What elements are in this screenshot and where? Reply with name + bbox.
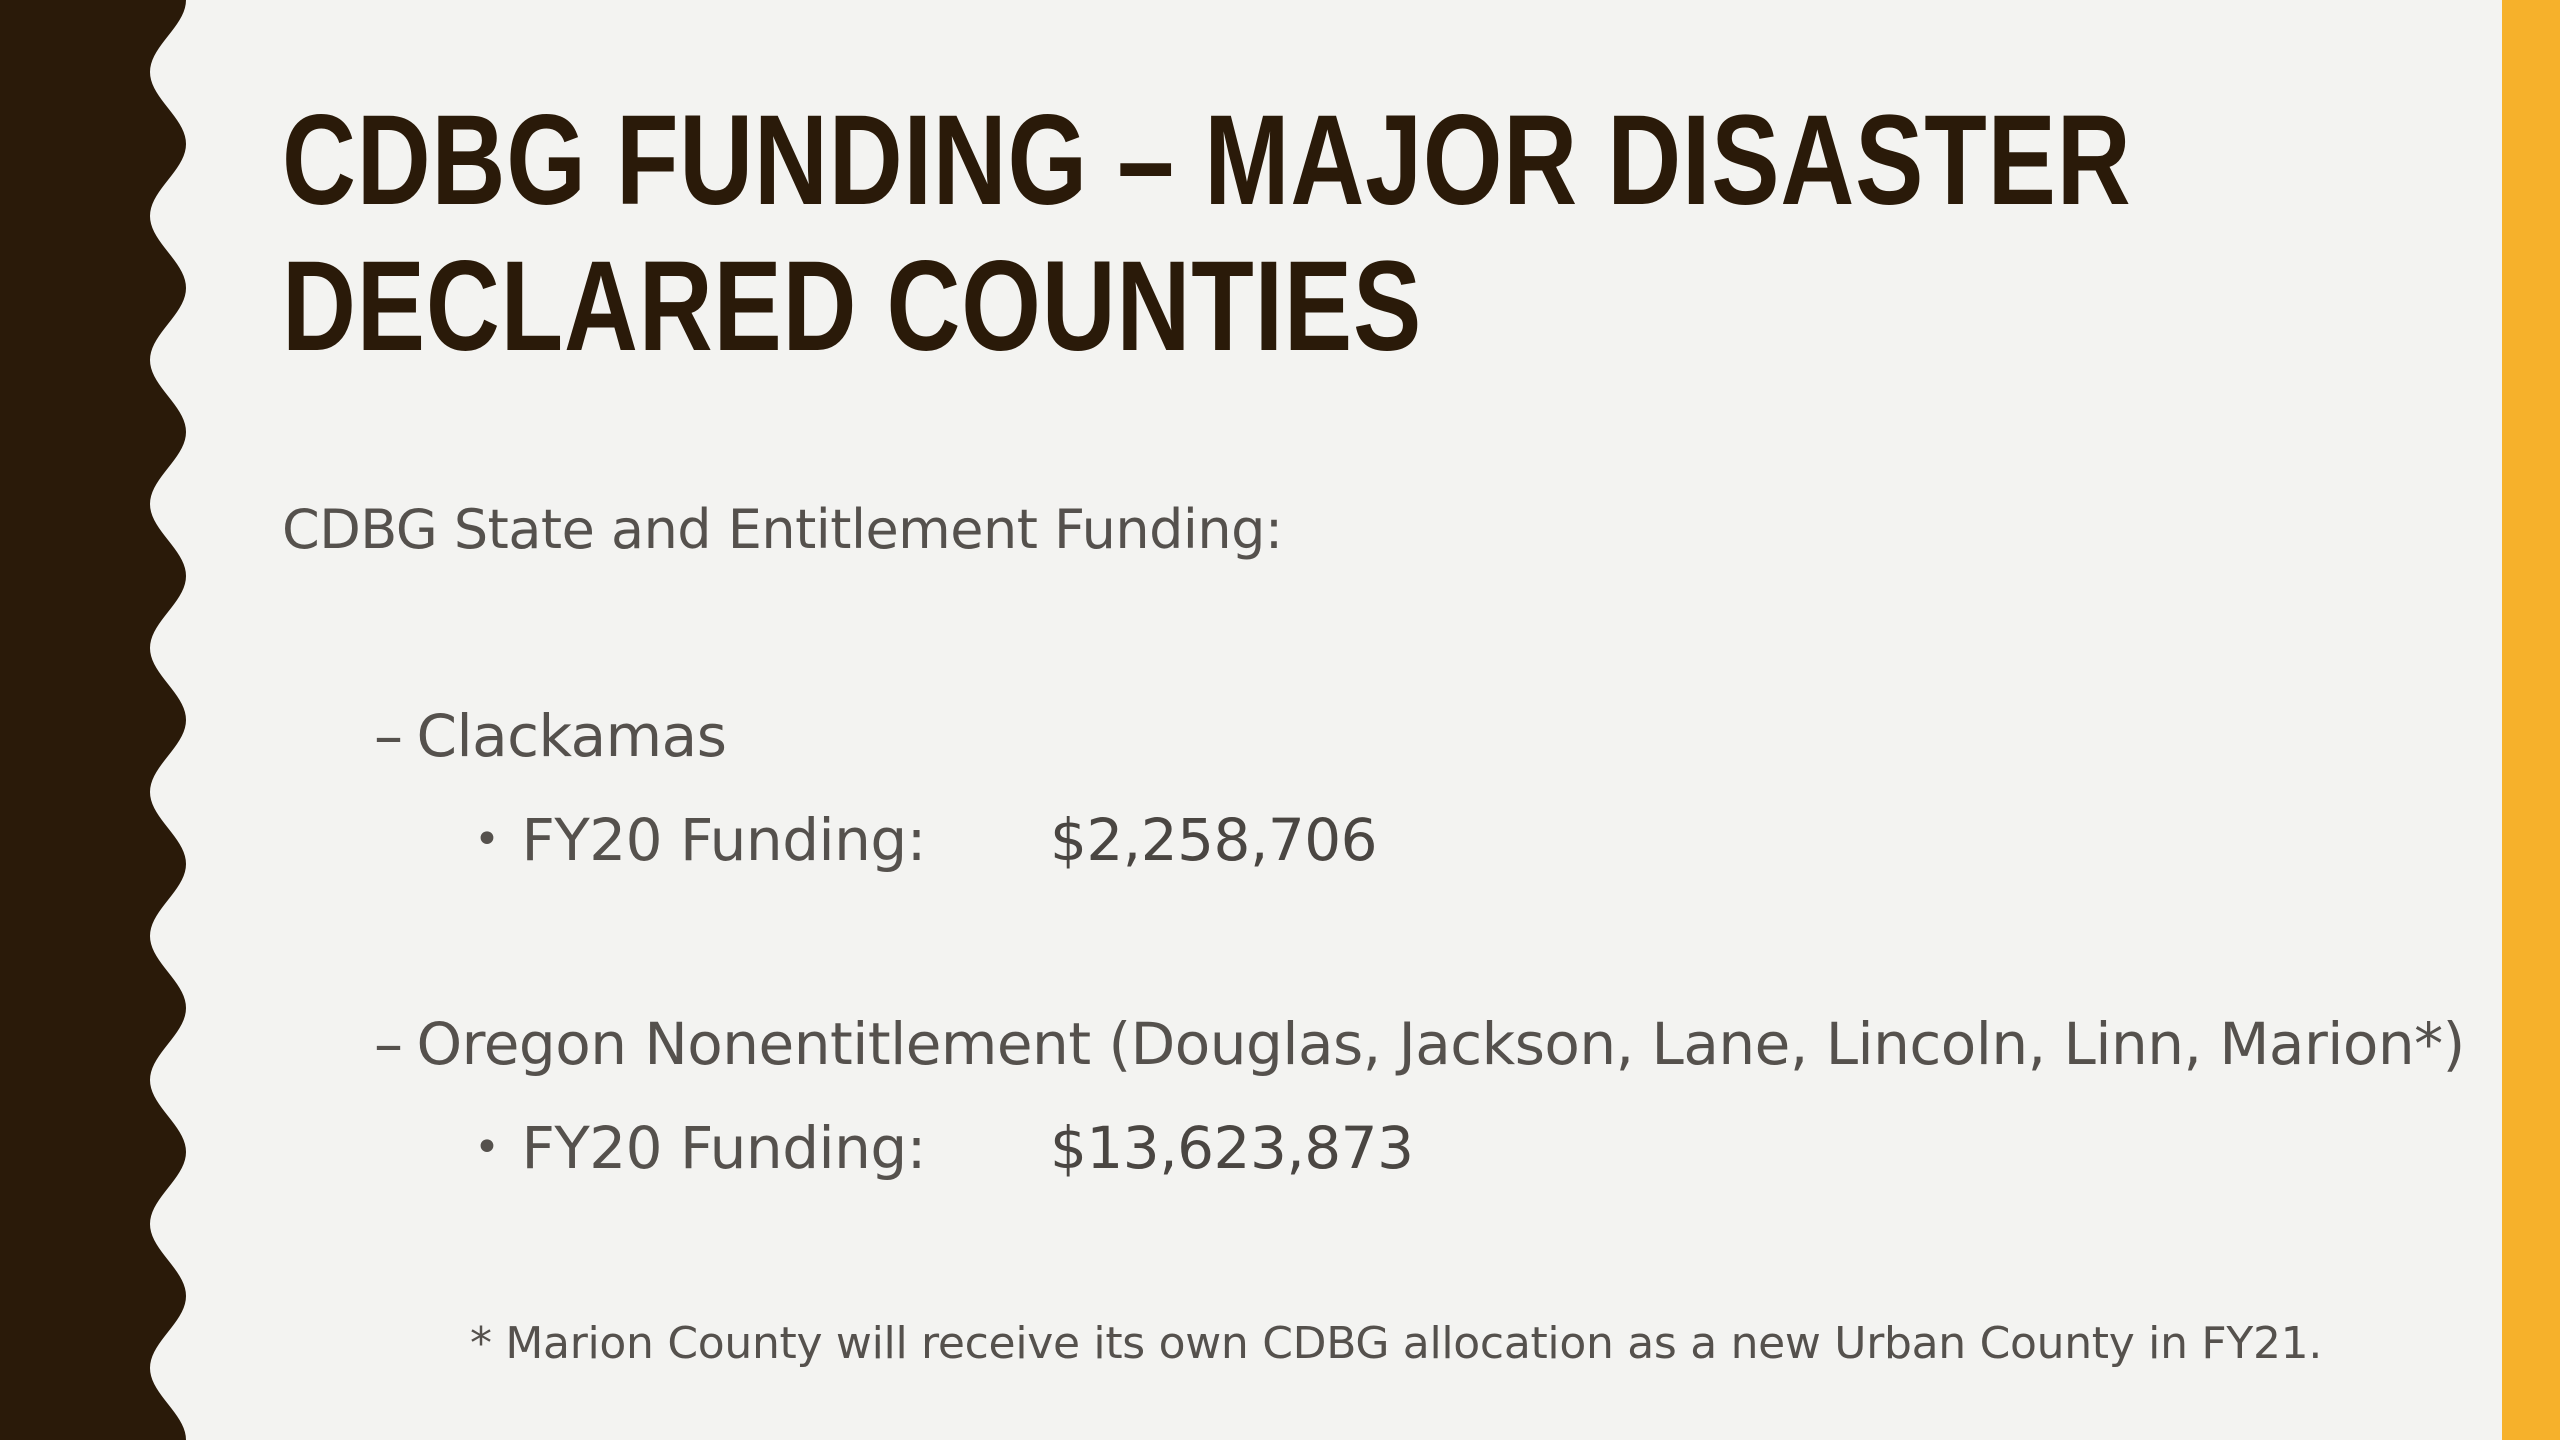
bullet-marker: • (474, 1122, 500, 1173)
funding-label: FY20 Funding: (521, 1114, 926, 1182)
title-line-1: CDBG FUNDING – MAJOR DISASTER (282, 89, 2132, 232)
funding-amount-clackamas: $2,258,706 (1050, 806, 1378, 874)
bullet-marker: • (474, 814, 500, 865)
subheading: CDBG State and Entitlement Funding: (282, 498, 1283, 561)
funding-item-clackamas: • FY20 Funding: (474, 806, 926, 874)
dash-marker: – (374, 702, 403, 770)
footnote: * Marion County will receive its own CDB… (470, 1318, 2323, 1369)
section-name: Oregon Nonentitlement (Douglas, Jackson,… (416, 1010, 2466, 1078)
section-heading-oregon-nonentitlement: – Oregon Nonentitlement (Douglas, Jackson… (374, 1010, 2465, 1078)
funding-item-oregon-nonentitlement: • FY20 Funding: (474, 1114, 926, 1182)
funding-label: FY20 Funding: (521, 806, 926, 874)
title-line-2: DECLARED COUNTIES (282, 235, 1423, 378)
dash-marker: – (374, 1010, 403, 1078)
funding-amount-oregon-nonentitlement: $13,623,873 (1050, 1114, 1414, 1182)
accent-bar (2502, 0, 2560, 1440)
slide-title: CDBG FUNDING – MAJOR DISASTER DECLARED C… (282, 88, 2132, 380)
section-heading-clackamas: – Clackamas (374, 702, 727, 770)
section-name: Clackamas (416, 702, 727, 770)
wavy-decorative-band (0, 0, 186, 1440)
